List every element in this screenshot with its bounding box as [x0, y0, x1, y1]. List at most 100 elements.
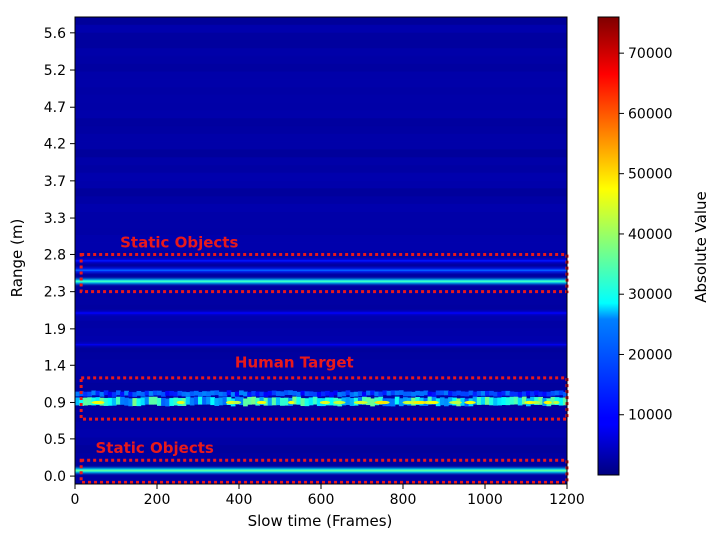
heatmap-band-core — [75, 260, 567, 262]
heatmap-row — [75, 40, 567, 49]
heatmap-row — [75, 273, 567, 283]
heatmap-row — [75, 94, 567, 104]
heatmap-cell — [83, 391, 88, 397]
heatmap-row — [75, 367, 567, 376]
heatmap-row — [75, 32, 567, 41]
heatmap-cell — [321, 391, 326, 397]
heatmap-row — [75, 421, 567, 431]
annotation-label: Human Target — [235, 354, 354, 372]
heatmap-cell — [206, 396, 211, 405]
y-tick-label: 0.5 — [44, 432, 66, 448]
heatmap-cell — [345, 390, 351, 396]
heatmap-cell — [489, 397, 494, 406]
heatmap-cell — [390, 390, 396, 396]
hot-spot — [176, 400, 185, 405]
colorbar-tick-label: 30000 — [628, 287, 673, 303]
heatmap-cell — [132, 398, 138, 406]
heatmap-cell — [288, 390, 293, 396]
y-tick-label: 3.3 — [44, 211, 66, 227]
colorbar-tick-label: 50000 — [628, 167, 673, 183]
heatmap-cell — [157, 397, 162, 406]
heatmap-cell — [173, 391, 179, 397]
heatmap-row — [75, 250, 567, 259]
heatmap-cell — [95, 390, 101, 396]
heatmap-cell — [542, 391, 548, 397]
heatmap-cell — [562, 391, 568, 397]
heatmap-cell — [366, 397, 371, 406]
heatmap-cell — [251, 396, 256, 405]
heatmap-cell — [427, 396, 433, 405]
heatmap-cell — [439, 390, 445, 396]
heatmap-row — [75, 203, 567, 213]
heatmap-cell — [439, 397, 445, 406]
heatmap-cell — [341, 391, 347, 397]
heatmap-row — [75, 196, 567, 205]
heatmap-cell — [435, 390, 441, 396]
heatmap-cell — [345, 397, 351, 405]
hot-spot — [449, 400, 462, 405]
heatmap-cell — [480, 396, 486, 405]
heatmap-cell — [521, 396, 527, 405]
heatmap-cell — [87, 391, 92, 397]
heatmap-row — [75, 63, 567, 72]
heatmap-cell — [157, 390, 162, 396]
heatmap-cell — [292, 390, 297, 396]
heatmap-cell — [267, 390, 273, 396]
heatmap-cell — [366, 390, 371, 396]
hot-spot — [256, 400, 267, 405]
heatmap-cell — [185, 396, 191, 405]
heatmap-cell — [415, 396, 420, 405]
heatmap-cell — [91, 390, 97, 396]
heatmap-cell — [234, 396, 240, 405]
heatmap-row — [75, 17, 567, 26]
heatmap-cell — [526, 390, 531, 396]
heatmap-row — [75, 157, 567, 166]
hot-spot — [428, 400, 439, 405]
heatmap-cell — [263, 397, 269, 406]
heatmap-row — [75, 429, 567, 438]
heatmap-cell — [140, 391, 146, 397]
heatmap-cell — [226, 397, 232, 406]
heatmap-cell — [325, 390, 330, 396]
colorbar-tick-label: 10000 — [628, 408, 673, 424]
y-tick-label: 1.9 — [44, 322, 66, 338]
hot-spot — [91, 400, 105, 405]
heatmap-cell — [374, 397, 379, 406]
heatmap-cell — [103, 390, 109, 396]
heatmap-cell — [161, 391, 166, 397]
y-tick-label: 0.9 — [44, 395, 66, 411]
heatmap-row — [75, 328, 567, 337]
heatmap-row — [75, 437, 567, 446]
heatmap-row — [75, 413, 567, 423]
annotation-box — [79, 458, 569, 484]
heatmap-cell — [472, 391, 478, 397]
heatmap-cell — [398, 390, 404, 395]
heatmap-cell — [378, 396, 384, 405]
y-tick-label: 0.0 — [44, 469, 66, 485]
heatmap-row — [75, 71, 567, 80]
heatmap-row — [75, 460, 567, 469]
heatmap-row — [75, 79, 567, 88]
heatmap-cell — [280, 397, 285, 406]
heatmap-cell — [517, 397, 523, 406]
x-tick-label: 800 — [390, 492, 417, 508]
heatmap-cell — [255, 391, 261, 397]
heatmap-cell — [538, 391, 543, 397]
heatmap-cell — [243, 398, 248, 407]
heatmap-cell — [485, 390, 490, 396]
heatmap-row — [75, 164, 567, 174]
heatmap-cell — [120, 396, 125, 405]
heatmap-cell — [284, 397, 289, 406]
hot-spot — [232, 400, 242, 405]
heatmap-cell — [485, 396, 490, 405]
heatmap-cell — [464, 391, 470, 397]
heatmap-row — [75, 110, 567, 119]
heatmap-cell — [316, 392, 322, 397]
heatmap-row — [75, 55, 567, 65]
heatmap-cell — [460, 397, 466, 406]
heatmap-row — [75, 476, 567, 485]
heatmap-cell — [312, 391, 318, 397]
heatmap-cell — [124, 397, 129, 406]
x-tick-label: 400 — [226, 492, 253, 508]
